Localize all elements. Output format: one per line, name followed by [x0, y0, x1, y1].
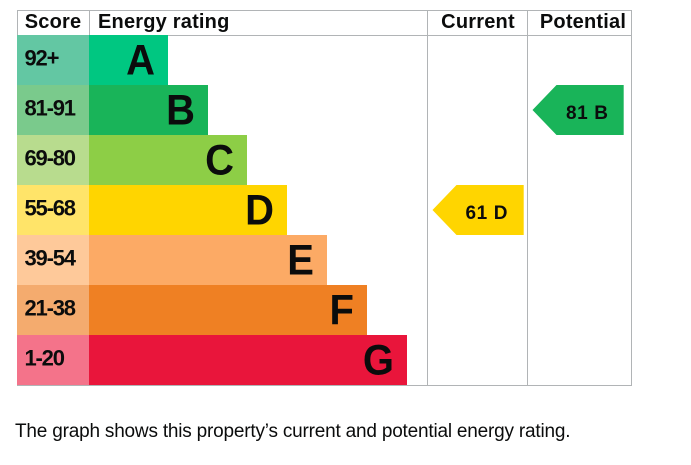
svg-text:81 B: 81 B [566, 103, 609, 124]
svg-text:A: A [126, 35, 155, 84]
svg-text:92+: 92+ [25, 46, 59, 71]
svg-text:E: E [287, 235, 314, 284]
svg-text:61 D: 61 D [466, 203, 509, 224]
svg-text:69-80: 69-80 [25, 146, 76, 171]
svg-text:Score: Score [25, 11, 82, 33]
svg-text:Current: Current [441, 11, 515, 33]
svg-text:Energy rating: Energy rating [98, 11, 230, 33]
svg-text:55-68: 55-68 [25, 196, 76, 221]
svg-text:Potential: Potential [540, 11, 626, 33]
svg-text:D: D [245, 185, 274, 234]
svg-text:G: G [363, 335, 394, 384]
svg-text:C: C [205, 135, 234, 184]
svg-text:39-54: 39-54 [25, 246, 77, 271]
svg-text:B: B [166, 85, 195, 134]
svg-text:F: F [330, 285, 354, 334]
svg-text:21-38: 21-38 [25, 296, 76, 321]
svg-text:1-20: 1-20 [25, 346, 65, 371]
svg-text:81-91: 81-91 [25, 96, 76, 121]
